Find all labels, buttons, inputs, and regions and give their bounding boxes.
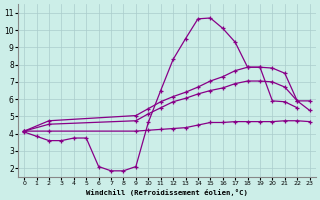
X-axis label: Windchill (Refroidissement éolien,°C): Windchill (Refroidissement éolien,°C): [86, 189, 248, 196]
